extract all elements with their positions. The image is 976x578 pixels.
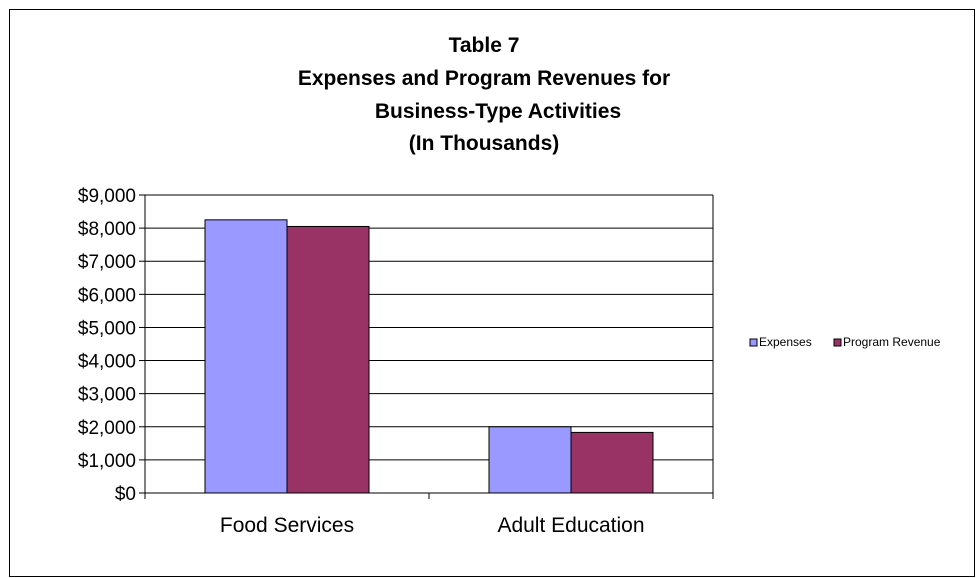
chart-title-line: Expenses and Program Revenues for xyxy=(298,67,670,90)
y-tick-label: $2,000 xyxy=(78,418,136,439)
x-category-label: Food Services xyxy=(220,514,354,537)
chart-title-line: Business-Type Activities xyxy=(375,100,621,123)
chart-title-line: Table 7 xyxy=(449,34,520,57)
y-tick-label: $1,000 xyxy=(78,451,136,472)
bar-expenses-0 xyxy=(204,219,288,494)
y-tick-label: $7,000 xyxy=(78,252,136,273)
legend-label: Program Revenue xyxy=(843,335,941,349)
y-tick-label: $4,000 xyxy=(78,352,136,373)
y-tick-label: $8,000 xyxy=(78,219,136,240)
y-tick-label: $5,000 xyxy=(78,318,136,339)
bar-expenses-1 xyxy=(488,426,572,494)
y-tick-label: $6,000 xyxy=(78,285,136,306)
y-tick-label: $9,000 xyxy=(78,186,136,207)
y-tick-label: $3,000 xyxy=(78,385,136,406)
chart-title-line: (In Thousands) xyxy=(409,132,560,155)
x-category-label: Adult Education xyxy=(497,514,644,537)
legend-label: Expenses xyxy=(759,335,812,349)
y-tick-label: $0 xyxy=(115,484,136,505)
legend-swatch xyxy=(833,338,842,347)
legend: Expenses Program Revenue xyxy=(749,335,941,349)
bar-program-revenue-1 xyxy=(570,431,654,494)
bars xyxy=(204,219,654,494)
legend-swatch xyxy=(749,338,758,347)
bar-program-revenue-0 xyxy=(286,225,370,494)
chart-title: Table 7 Expenses and Program Revenues for… xyxy=(298,34,670,155)
axes: $0 $1,000 $2,000 $3,000 $4,000 $5,000 $6,000 $7… xyxy=(78,186,714,537)
